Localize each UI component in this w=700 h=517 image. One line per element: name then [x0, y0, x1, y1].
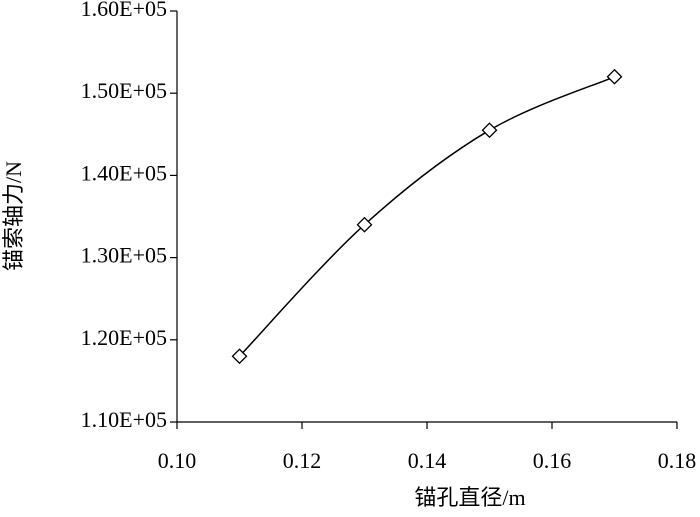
- x-tick-label: 0.12: [283, 448, 322, 473]
- marker: [481, 122, 498, 139]
- x-tick-label: 0.10: [158, 448, 197, 473]
- line: [238, 76, 615, 357]
- y-tick-label: 1.60E+05: [81, 0, 167, 21]
- x-axis-title: 锚孔直径/m: [414, 485, 525, 510]
- y-tick-label: 1.30E+05: [81, 243, 167, 268]
- y-axis-title: 锚索轴力/N: [1, 161, 26, 271]
- marker: [356, 216, 373, 233]
- x-tick-label: 0.16: [533, 448, 572, 473]
- y-tick-label: 1.10E+05: [81, 407, 167, 432]
- marker: [231, 348, 248, 365]
- y-tick-label: 1.50E+05: [81, 78, 167, 103]
- x-tick-label: 0.14: [408, 448, 447, 473]
- y-tick-label: 1.40E+05: [81, 160, 167, 185]
- marker: [606, 68, 623, 85]
- x-tick-label: 0.18: [658, 448, 697, 473]
- y-tick-label: 1.20E+05: [81, 325, 167, 350]
